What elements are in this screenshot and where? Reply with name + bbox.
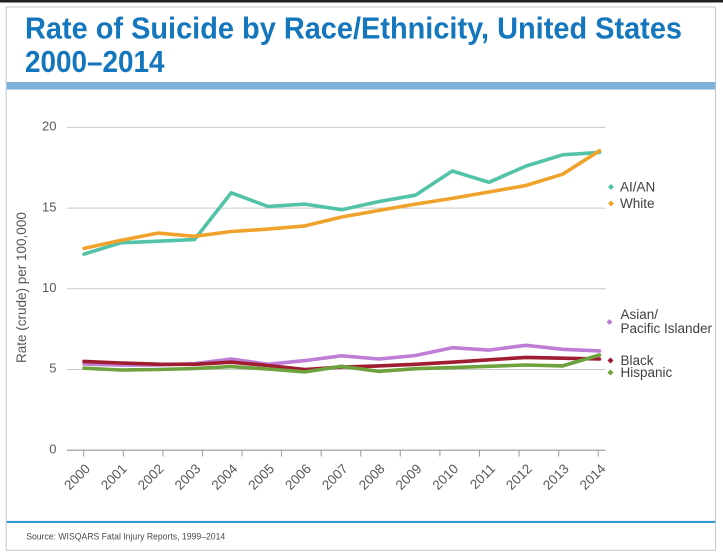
svg-text:10: 10 xyxy=(42,280,56,295)
svg-text:Black: Black xyxy=(621,353,654,368)
svg-text:15: 15 xyxy=(42,199,56,214)
svg-text:Hispanic: Hispanic xyxy=(621,365,673,380)
svg-text:Rate (crude) per 100,000: Rate (crude) per 100,000 xyxy=(14,212,29,363)
svg-text:0: 0 xyxy=(49,441,56,456)
svg-text:20: 20 xyxy=(42,119,56,134)
svg-text:2000–2014: 2000–2014 xyxy=(25,44,165,79)
svg-text:Pacific Islander: Pacific Islander xyxy=(621,321,713,336)
svg-text:Asian/: Asian/ xyxy=(621,307,659,322)
svg-text:Rate of Suicide by Race/Ethnic: Rate of Suicide by Race/Ethnicity, Unite… xyxy=(25,11,682,46)
svg-text:5: 5 xyxy=(49,361,56,376)
svg-text:Source: WISQARS Fatal Injury R: Source: WISQARS Fatal Injury Reports, 19… xyxy=(26,532,225,542)
svg-text:White: White xyxy=(620,196,655,211)
svg-text:AI/AN: AI/AN xyxy=(620,180,655,195)
